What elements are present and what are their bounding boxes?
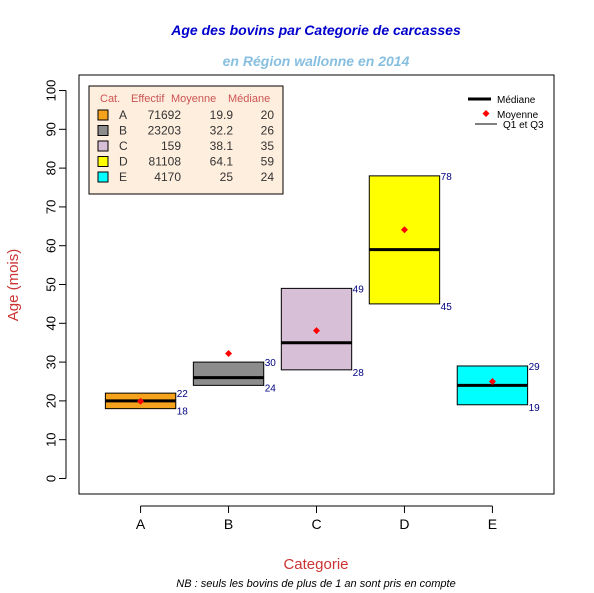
table-cell-moyenne: 64.1 [210,155,234,169]
q1-label-D: 45 [441,302,453,313]
q3-label-D: 78 [441,172,453,183]
x-axis-label: Categorie [283,556,348,573]
table-cell-effectif: 4170 [154,170,181,184]
table-header: Cat. [100,93,120,105]
table-swatch [97,125,109,136]
q1-label-B: 24 [265,383,277,394]
q3-label-C: 49 [353,284,365,295]
table-header: Effectif [131,93,165,105]
table-cell-effectif: 23203 [148,124,182,138]
mean-marker-B [225,350,233,358]
mean-marker-E [488,377,496,385]
y-tick-label: 0 [43,475,58,482]
table-cell-moyenne: 19.9 [210,108,234,122]
table-cell-mediane: 26 [261,124,275,138]
table-cell-effectif: 159 [161,139,181,153]
q3-label-B: 30 [265,358,277,369]
mean-marker-C [313,327,320,335]
table-cell-mediane: 35 [261,139,275,153]
chart-subtitle: en Région wallonne en 2014 [223,53,410,69]
box-B [192,361,265,386]
table-cell-cat: D [119,155,128,169]
x-tick-label: D [399,516,409,532]
box-D [368,175,441,305]
y-tick-label: 70 [43,200,58,214]
table-swatch [97,156,109,167]
y-tick-label: 100 [43,80,58,102]
q1-label-A: 18 [177,407,189,418]
table-swatch [97,171,109,183]
q1-label-C: 28 [353,368,365,379]
x-tick-label: A [136,516,146,532]
x-tick-label: E [488,516,497,532]
table-header: Moyenne [171,93,216,105]
y-tick-label: 20 [43,394,58,408]
table-cell-cat: B [119,124,127,138]
table-cell-effectif: 71692 [148,108,182,122]
table-cell-moyenne: 25 [220,170,234,184]
q3-label-A: 22 [177,389,189,400]
table-cell-effectif: 81108 [149,155,182,169]
y-tick-label: 30 [43,355,58,369]
y-axis-label: Age (mois) [5,249,22,322]
data-table-box [88,85,284,195]
table-cell-cat: A [119,108,127,122]
y-tick-label: 40 [43,316,58,330]
table-cell-mediane: 24 [261,170,275,184]
legend-mean-label: Moyenne [497,110,539,121]
y-tick-label: 50 [43,277,58,291]
table-cell-mediane: 20 [261,108,275,122]
table-cell-cat: E [119,170,127,184]
table-cell-cat: C [119,139,128,153]
mean-marker-A [137,397,145,405]
plot-frame [78,74,555,495]
table-cell-mediane: 59 [261,155,275,169]
y-tick-label: 10 [43,432,58,446]
y-tick-label: 80 [43,161,58,175]
q1-label-E: 19 [529,403,541,414]
legend-median-label: Médiane [497,95,536,106]
table-header: Médiane [228,93,270,105]
table-swatch [97,109,109,121]
x-tick-label: B [224,516,233,532]
table-cell-moyenne: 38.1 [210,139,234,153]
table-swatch [97,140,109,152]
footnote: NB : seuls les bovins de plus de 1 an so… [176,578,455,590]
table-cell-moyenne: 32.2 [210,124,234,138]
legend-mean-marker [482,110,490,117]
x-tick-label: C [311,516,321,532]
y-tick-label: 90 [43,122,58,136]
chart-title: Age des bovins par Categorie de carcasse… [170,22,461,38]
q3-label-E: 29 [529,362,541,373]
legend-q-label: Q1 et Q3 [503,120,544,131]
y-tick-label: 60 [43,238,58,252]
mean-marker-D [400,226,408,234]
